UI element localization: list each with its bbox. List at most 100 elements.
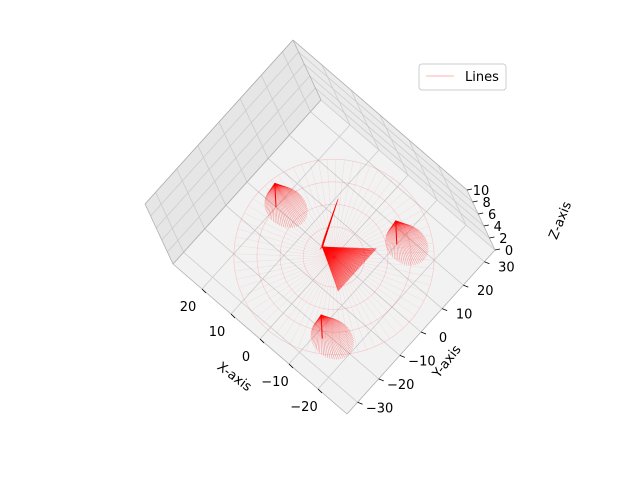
series-line-segment — [281, 269, 284, 274]
series-line-segment — [312, 314, 322, 328]
grid-line — [289, 134, 464, 286]
series-line-segment — [395, 220, 414, 266]
series-line-segment — [347, 229, 351, 232]
series-line-segment — [264, 183, 276, 204]
series-line-segment — [312, 314, 322, 344]
series-line-segment — [305, 268, 308, 272]
series-line-segment — [321, 314, 340, 322]
series-line-segment — [234, 256, 335, 263]
series-line-segment — [274, 183, 299, 227]
series-line-segment — [312, 328, 320, 331]
series-line-segment — [316, 314, 322, 323]
series-line-segment — [395, 220, 418, 265]
series-line-segment — [333, 166, 371, 258]
series-line-segment — [320, 314, 347, 327]
series-line-segment — [282, 273, 285, 279]
series-line-segment — [409, 315, 416, 323]
series-line-segment — [320, 314, 323, 339]
y-tick-label: −20 — [387, 378, 414, 393]
series-line-segment — [274, 183, 291, 189]
series-line-segment — [259, 229, 263, 236]
y-tick-label: 0 — [439, 331, 447, 346]
grid-line — [282, 51, 311, 112]
series-line-segment — [395, 220, 429, 245]
grid-line — [176, 168, 206, 230]
series-line-segment — [419, 300, 425, 309]
series-line-segment — [237, 256, 335, 280]
series-line-segment — [253, 198, 335, 258]
series-line-segment — [320, 314, 354, 348]
series-line-segment — [242, 256, 335, 296]
series-line-segment — [316, 314, 322, 350]
series-line-segment — [333, 256, 431, 286]
series-line-segment — [260, 280, 264, 287]
series-line-segment — [299, 324, 307, 328]
series-line-segment — [392, 220, 396, 228]
series-line-segment — [274, 183, 297, 193]
series-line-segment — [383, 235, 386, 241]
series-line-segment — [407, 272, 410, 279]
series-line-segment — [310, 159, 319, 163]
series-line-segment — [273, 183, 276, 222]
series-line-segment — [320, 314, 353, 337]
series-line-segment — [353, 207, 358, 211]
y-tick-label: 30 — [498, 261, 515, 276]
y-tick — [399, 355, 406, 358]
y-tick — [484, 261, 490, 265]
series-line-segment — [261, 223, 266, 230]
series-line-segment — [320, 314, 354, 343]
series-line-segment — [274, 183, 282, 188]
series-line-segment — [297, 256, 335, 348]
series-line-segment — [243, 205, 249, 214]
series-line-segment — [312, 233, 315, 236]
series-line-segment — [384, 200, 390, 206]
series-line-segment — [234, 237, 236, 246]
grid-line — [239, 98, 269, 159]
series-line-segment — [405, 278, 409, 285]
grid-line — [379, 114, 409, 176]
series-line-segment — [274, 183, 308, 208]
series-line-segment — [395, 220, 405, 265]
series-line-segment — [274, 183, 298, 227]
series-line-segment — [359, 240, 362, 243]
series-line-segment — [301, 164, 335, 258]
series-line-segment — [252, 191, 259, 199]
series-line-segment — [320, 314, 331, 319]
series-line-segment — [320, 314, 338, 360]
series-line-segment — [322, 181, 329, 183]
series-line-segment — [393, 220, 396, 259]
series-line-segment — [274, 183, 308, 216]
series-line-segment — [307, 208, 313, 211]
series-line-segment — [359, 300, 365, 304]
series-line-segment — [271, 175, 279, 181]
series-line-segment — [274, 183, 303, 197]
series-line-segment — [296, 187, 304, 192]
y-tick — [441, 308, 448, 311]
series-line-segment — [310, 314, 322, 336]
legend-box — [418, 63, 507, 91]
series-line-segment — [267, 211, 273, 218]
series-line-segment — [395, 220, 429, 247]
series-line-segment — [300, 212, 305, 216]
series-line-segment — [354, 234, 357, 237]
series-line-segment — [268, 183, 276, 217]
series-line-segment — [285, 166, 294, 172]
z-tick-label: 6 — [488, 208, 496, 223]
series-line-segment — [342, 227, 346, 230]
series-line-segment — [432, 242, 435, 252]
series-line-segment — [382, 276, 385, 281]
series-line-segment — [320, 314, 349, 329]
series-line-segment — [303, 248, 305, 251]
z-tick — [494, 248, 501, 251]
series-line-segment — [320, 314, 329, 319]
series-line-segment — [423, 292, 428, 302]
series-line-segment — [395, 220, 425, 237]
series-line-segment — [268, 183, 276, 193]
series-line-segment — [343, 284, 347, 286]
series-line-segment — [402, 284, 407, 291]
series-line-segment — [377, 284, 381, 289]
series-line-segment — [274, 183, 303, 224]
z-tick-label: 2 — [499, 232, 507, 247]
series-line-segment — [284, 277, 287, 283]
x-tick — [317, 388, 323, 394]
